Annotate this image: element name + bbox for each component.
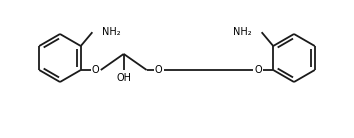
Text: OH: OH: [116, 73, 131, 83]
Text: O: O: [155, 65, 162, 75]
Text: O: O: [92, 65, 99, 75]
Text: NH₂: NH₂: [233, 27, 252, 37]
Text: NH₂: NH₂: [102, 27, 121, 37]
Text: O: O: [255, 65, 262, 75]
